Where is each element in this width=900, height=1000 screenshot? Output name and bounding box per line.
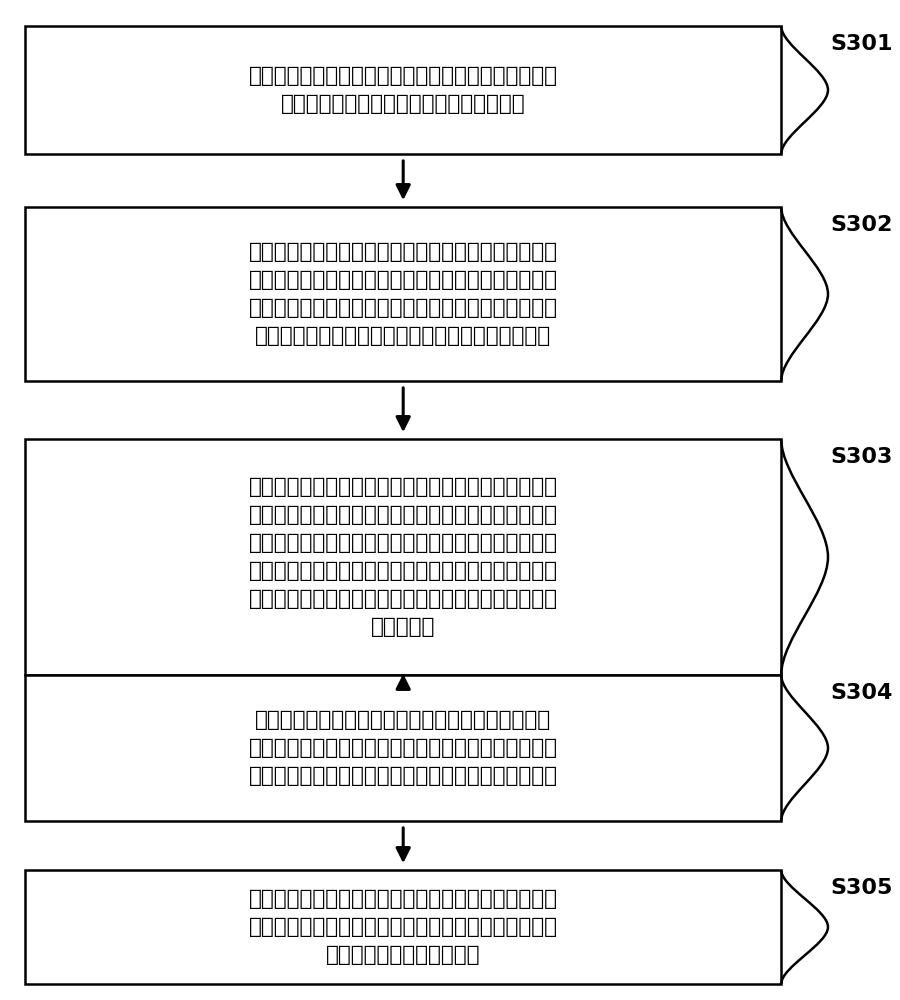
Text: S301: S301 (831, 34, 893, 54)
Text: S302: S302 (831, 215, 893, 235)
FancyBboxPatch shape (25, 675, 781, 821)
Text: 第一其他物料和第二其他物料均从第二出料口输出，第
一其他物料通过第二输出管道输出，第二其他物料经第
三进料口回流至减压精馏塔: 第一其他物料和第二其他物料均从第二出料口输出，第 一其他物料通过第二输出管道输出… (248, 889, 558, 965)
FancyBboxPatch shape (25, 26, 781, 154)
Text: 冷凝的第一已提纯物料作为产品通过第一输出管道输
出，冷凝的第二已提纯物料经第二进料口回流至减压精
馏塔，汽化的第一蒸气经第四进料口循环至减压精馏塔: 冷凝的第一已提纯物料作为产品通过第一输出管道输 出，冷凝的第二已提纯物料经第二进… (248, 710, 558, 786)
Text: 双环戊二烯在第一蒸气的作用下与重组分分离，得到第
二蒸气、已提纯的第一已提纯物料、已提纯的第二已提
纯物料、第一其他物料和第二其他物料，第二蒸气、第
一已提纯物: 双环戊二烯在第一蒸气的作用下与重组分分离，得到第 二蒸气、已提纯的第一已提纯物料… (248, 242, 558, 346)
Text: S305: S305 (831, 878, 893, 898)
Text: 将待提纯物料经第一进料口输入至减压精馏塔中，将第
一蒸气经第四进料口喷入至所述减压精馏塔: 将待提纯物料经第一进料口输入至减压精馏塔中，将第 一蒸气经第四进料口喷入至所述减… (248, 66, 558, 114)
FancyBboxPatch shape (25, 439, 781, 675)
Text: S304: S304 (831, 683, 893, 703)
Text: S303: S303 (831, 447, 893, 467)
FancyBboxPatch shape (25, 207, 781, 381)
FancyBboxPatch shape (25, 870, 781, 984)
Text: 第二蒸气、第一已提纯物料和第二已提纯物料经冷凝回
流单元冷凝，得到冷凝的第一已提纯物料、冷凝的第二
已提纯物料和未冷凝的第三蒸气；未冷凝的第三蒸气经
冷凝单元冷: 第二蒸气、第一已提纯物料和第二已提纯物料经冷凝回 流单元冷凝，得到冷凝的第一已提… (248, 477, 558, 637)
